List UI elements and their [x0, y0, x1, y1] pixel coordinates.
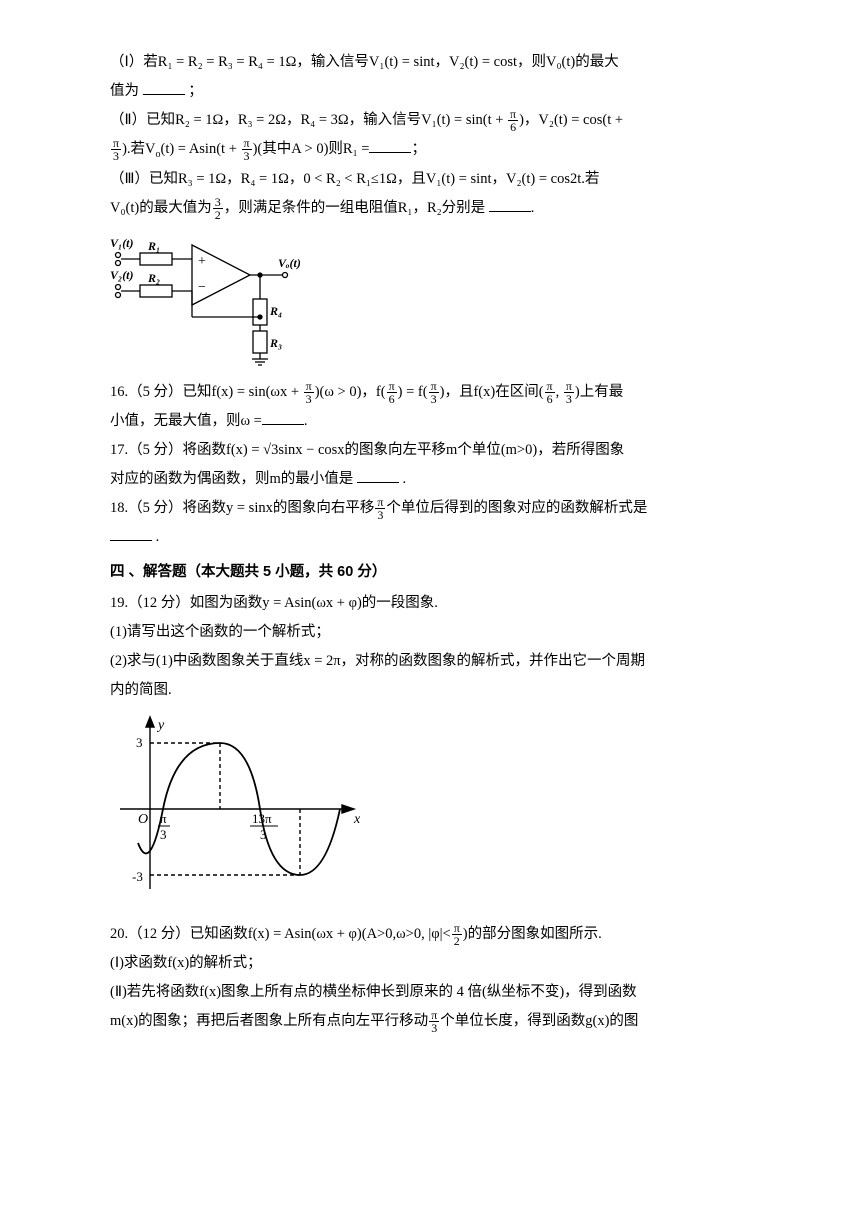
x-tick-1-den: 3 [160, 827, 167, 842]
circuit-diagram: V₁(t) V₂(t) Vₒ(t) R₁ R₂ R₄ R₃ + − [110, 227, 750, 372]
q20-sub2a: (Ⅱ)若先将函数f(x)图象上所有点的横坐标伸长到原来的 4 倍(纵坐标不变)，… [110, 978, 750, 1007]
blank [143, 81, 185, 96]
q15-part1-line1: （Ⅰ）若R₁ = R₂ = R₃ = R₄ = 1Ω，输入信号V₁(t) = s… [110, 48, 750, 77]
blank [262, 410, 304, 425]
blank [357, 468, 399, 483]
blank [369, 139, 411, 154]
fraction-pi-3: π3 [429, 380, 439, 405]
fraction-pi-3: π3 [304, 380, 314, 405]
r1-label: R₁ [147, 239, 160, 253]
fraction-3-2: 32 [213, 196, 223, 221]
r3-label: R₃ [269, 336, 282, 350]
q17-line2: 对应的函数为偶函数，则m的最小值是 . [110, 465, 750, 494]
q15-part3-line2: V₀(t)的最大值为32，则满足条件的一组电阻值R₁，R₂分别是 . [110, 194, 750, 223]
sine-graph: y x O 3 -3 π 3 13π 3 [110, 709, 750, 914]
q19-sub1: (1)请写出这个函数的一个解析式； [110, 618, 750, 647]
r2-label: R₂ [147, 271, 160, 285]
q20-line1: 20.（12 分）已知函数f(x) = Asin(ωx + φ)(A>0,ω>0… [110, 920, 750, 949]
fraction-pi-6: π6 [508, 108, 518, 133]
fraction-pi-3: π3 [375, 496, 385, 521]
fraction-pi-3: π3 [111, 137, 121, 162]
v2-label: V₂(t) [110, 268, 134, 282]
q20-sub1: (Ⅰ)求函数f(x)的解析式； [110, 949, 750, 978]
q19-sub2a: (2)求与(1)中函数图象关于直线x = 2π，对称的函数图象的解析式，并作出它… [110, 647, 750, 676]
fraction-pi-6: π6 [545, 380, 555, 405]
q16-line2: 小值，无最大值，则ω =. [110, 407, 750, 436]
x-axis-label: x [353, 812, 361, 827]
fraction-pi-6: π6 [387, 380, 397, 405]
blank [489, 197, 531, 212]
blank [110, 526, 152, 541]
fraction-pi-3: π3 [564, 380, 574, 405]
y-max-label: 3 [136, 735, 143, 750]
minus-sign: − [198, 280, 206, 295]
q18-line2: . [110, 523, 750, 552]
r4-label: R₄ [269, 304, 282, 318]
q15-part1-line2: 值为 ； [110, 77, 750, 106]
plus-sign: + [198, 254, 206, 269]
q17-line1: 17.（5 分）将函数f(x) = √3sinx − cosx的图象向左平移m个… [110, 436, 750, 465]
fraction-pi-3: π3 [242, 137, 252, 162]
q20-sub2b: m(x)的图象；再把后者图象上所有点向左平行移动π3个单位长度，得到函数g(x)… [110, 1007, 750, 1036]
v1-label: V₁(t) [110, 236, 134, 250]
fraction-pi-2: π2 [452, 922, 462, 947]
y-axis-label: y [156, 718, 165, 733]
fraction-pi-3: π3 [429, 1009, 439, 1034]
q18-line1: 18.（5 分）将函数y = sinx的图象向右平移π3个单位后得到的图象对应的… [110, 494, 750, 523]
y-min-label: -3 [132, 869, 143, 884]
q15-part3-line1: （Ⅲ）已知R₃ = 1Ω，R₄ = 1Ω，0 < R₂ < R₁≤1Ω，且V₁(… [110, 165, 750, 194]
q15-part2-line1: （Ⅱ）已知R₂ = 1Ω，R₃ = 2Ω，R₄ = 3Ω，输入信号V₁(t) =… [110, 106, 750, 135]
origin-label: O [138, 812, 148, 827]
section-4-header: 四 、解答题（本大题共 5 小题，共 60 分） [110, 558, 750, 587]
q16-line1: 16.（5 分）已知f(x) = sin(ωx + π3)(ω > 0)，f(π… [110, 378, 750, 407]
vo-label: Vₒ(t) [278, 256, 300, 270]
q15-part2-line2: π3).若Vo(t) = Asin(t + π3)(其中A > 0)则R₁ =； [110, 135, 750, 165]
x-tick-1-num: π [160, 811, 167, 826]
q19-line1: 19.（12 分）如图为函数y = Asin(ωx + φ)的一段图象. [110, 589, 750, 618]
x-tick-2-den: 3 [260, 827, 267, 842]
q19-sub2b: 内的简图. [110, 676, 750, 705]
x-tick-2-num: 13π [252, 811, 272, 826]
